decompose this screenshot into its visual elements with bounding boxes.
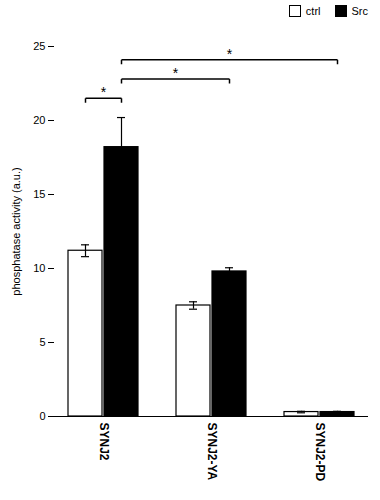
svg-text:10: 10 (33, 262, 45, 274)
svg-text:15: 15 (33, 188, 45, 200)
svg-text:*: * (227, 46, 233, 62)
svg-text:*: * (101, 84, 107, 100)
svg-text:SYNJ2-YA: SYNJ2-YA (205, 423, 219, 481)
svg-text:SYNJ2-PD: SYNJ2-PD (313, 423, 327, 482)
html-text:Src: Src (351, 5, 368, 17)
svg-text:0: 0 (39, 410, 45, 422)
html-text:ctrl: ctrl (305, 5, 321, 17)
svg-text:25: 25 (33, 40, 45, 52)
svg-text:*: * (173, 65, 179, 81)
svg-text:phosphatase activity (a.u.): phosphatase activity (a.u.) (10, 167, 22, 295)
svg-text:20: 20 (33, 114, 45, 126)
svg-text:5: 5 (39, 336, 45, 348)
svg-text:SYNJ2: SYNJ2 (97, 423, 111, 461)
